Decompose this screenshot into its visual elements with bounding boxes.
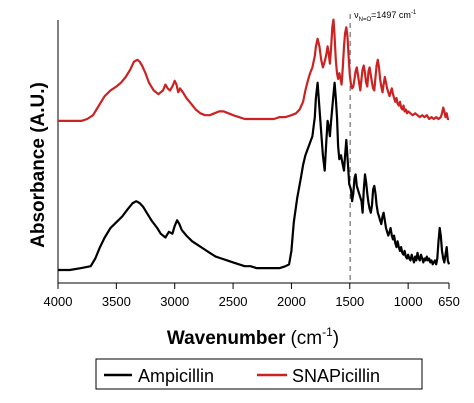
- annotation-subscript: N=O: [359, 17, 372, 23]
- annotation-text: =1497 cm: [371, 10, 411, 20]
- series-line-ampicillin: [58, 81, 451, 272]
- annotation-label: νN=O=1497 cm-1: [354, 10, 417, 23]
- annotation-symbol: ν: [354, 10, 359, 20]
- x-axis-label-unit-sup: -1: [322, 325, 333, 339]
- series-line-snapicillin: [58, 18, 449, 122]
- x-tick-label: 2000: [277, 294, 306, 309]
- x-axis-label-main: Wavenumber: [167, 328, 286, 349]
- legend: Ampicillin SNAPicillin: [95, 358, 423, 390]
- legend-label-snapicillin: SNAPicillin: [292, 366, 380, 386]
- x-tick-label: 1500: [335, 294, 364, 309]
- x-axis-label-unit: (cm: [290, 328, 322, 349]
- series-group: [58, 18, 451, 272]
- x-tick-label: 650: [438, 294, 460, 309]
- legend-label-ampicillin: Ampicillin: [138, 366, 214, 386]
- x-axis-label: Wavenumber (cm-1): [167, 325, 339, 349]
- x-axis-label-unit-close: ): [333, 328, 339, 349]
- x-tick-label: 3000: [160, 294, 189, 309]
- x-tick-label: 1000: [394, 294, 423, 309]
- annotation-superscript: -1: [411, 10, 417, 16]
- x-tick-label: 3500: [102, 294, 131, 309]
- x-tick-label: 4000: [44, 294, 73, 309]
- y-axis-label: Absorbance (A.U.): [28, 82, 49, 248]
- x-tick-label: 2500: [219, 294, 248, 309]
- x-tick-group: 4000 3500 3000 2500 2000 1500 1000 650: [44, 283, 460, 309]
